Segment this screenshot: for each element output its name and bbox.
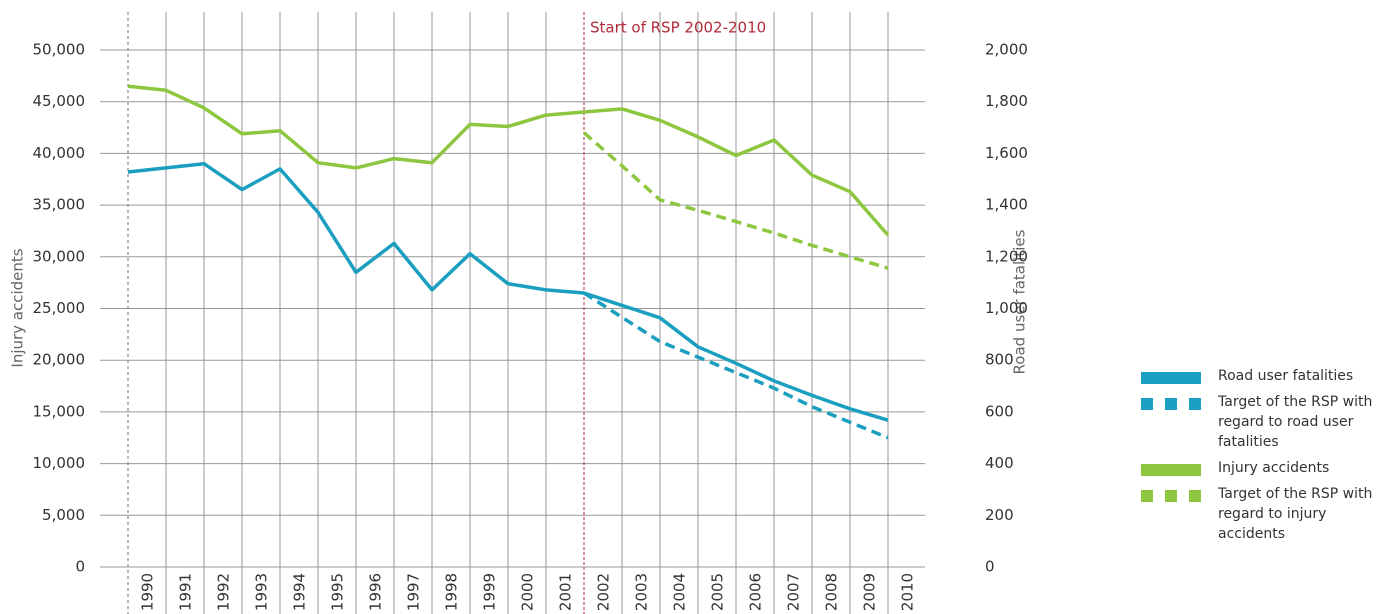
y2-tick-label: 600 <box>985 402 1014 420</box>
annotation: Start of RSP 2002-2010 <box>590 19 766 37</box>
y2-tick-label: 1,200 <box>985 247 1028 265</box>
legend-item: Target of the RSP with regard to injury … <box>1141 486 1397 544</box>
legend-label: Target of the RSP with regard to injury … <box>1218 486 1373 542</box>
x-tick-label: 2003 <box>633 573 651 611</box>
y2-tick-label: 0 <box>985 558 995 576</box>
legend-item: Road user fatalities <box>1141 368 1397 386</box>
y2-tick-label: 400 <box>985 454 1014 472</box>
y2-tick-label: 1,000 <box>985 299 1028 317</box>
x-tick-label: 1994 <box>291 573 309 611</box>
y2-tick-label: 200 <box>985 506 1014 524</box>
legend-label: Target of the RSP with regard to road us… <box>1218 394 1373 450</box>
x-tick-label: 1999 <box>481 573 499 611</box>
x-tick-label: 2005 <box>709 573 727 611</box>
legend-item: Target of the RSP with regard to road us… <box>1141 394 1397 452</box>
x-tick-label: 2006 <box>747 573 765 611</box>
y-tick-label: 45,000 <box>33 92 86 110</box>
y-tick-label: 15,000 <box>33 402 86 420</box>
legend-swatch <box>1141 372 1201 384</box>
y-tick-label: 10,000 <box>33 454 86 472</box>
legend-swatch <box>1141 464 1201 476</box>
series-line <box>127 161 889 422</box>
series-line <box>582 131 889 270</box>
legend-label: Road user fatalities <box>1218 368 1354 384</box>
x-tick-label: 2007 <box>785 573 803 611</box>
x-tick-label: 1998 <box>443 573 461 611</box>
x-tick-label: 2004 <box>671 573 689 611</box>
y-axis-label: Injury accidents <box>9 248 27 367</box>
series-line <box>127 84 890 237</box>
y-tick-label: 30,000 <box>33 247 86 265</box>
y2-tick-label: 2,000 <box>985 41 1028 59</box>
x-tick-label: 1992 <box>215 573 233 611</box>
x-tick-label: 2009 <box>861 573 879 611</box>
y-tick-label: 40,000 <box>33 144 86 162</box>
legend-swatch <box>1141 398 1201 410</box>
x-tick-label: 1995 <box>329 573 347 611</box>
y-tick-label: 20,000 <box>33 351 86 369</box>
x-tick-label: 1991 <box>177 573 195 611</box>
x-tick-label: 1990 <box>139 573 157 611</box>
y-tick-label: 25,000 <box>33 299 86 317</box>
x-tick-label: 2008 <box>823 573 841 611</box>
y-tick-label: 35,000 <box>33 196 86 214</box>
y2-tick-label: 800 <box>985 351 1014 369</box>
legend-item: Injury accidents <box>1141 460 1397 478</box>
x-tick-label: 2001 <box>557 573 575 611</box>
legend: Road user fatalities Target of the RSP wi… <box>1141 368 1397 553</box>
y-tick-label: 5,000 <box>42 506 85 524</box>
x-tick-label: 2002 <box>595 573 613 611</box>
legend-label: Injury accidents <box>1218 460 1330 476</box>
y2-tick-label: 1,800 <box>985 92 1028 110</box>
x-tick-label: 2000 <box>519 573 537 611</box>
y2-tick-label: 1,600 <box>985 144 1028 162</box>
x-tick-label: 1993 <box>253 573 271 611</box>
x-tick-label: 2010 <box>899 573 917 611</box>
legend-swatch <box>1141 490 1201 502</box>
y2-tick-label: 1,400 <box>985 196 1028 214</box>
x-tick-label: 1996 <box>367 573 385 611</box>
y2-axis-label: Road user fatalities <box>1011 229 1029 374</box>
x-tick-label: 1997 <box>405 573 423 611</box>
y-tick-label: 50,000 <box>33 41 86 59</box>
y-tick-label: 0 <box>75 558 85 576</box>
